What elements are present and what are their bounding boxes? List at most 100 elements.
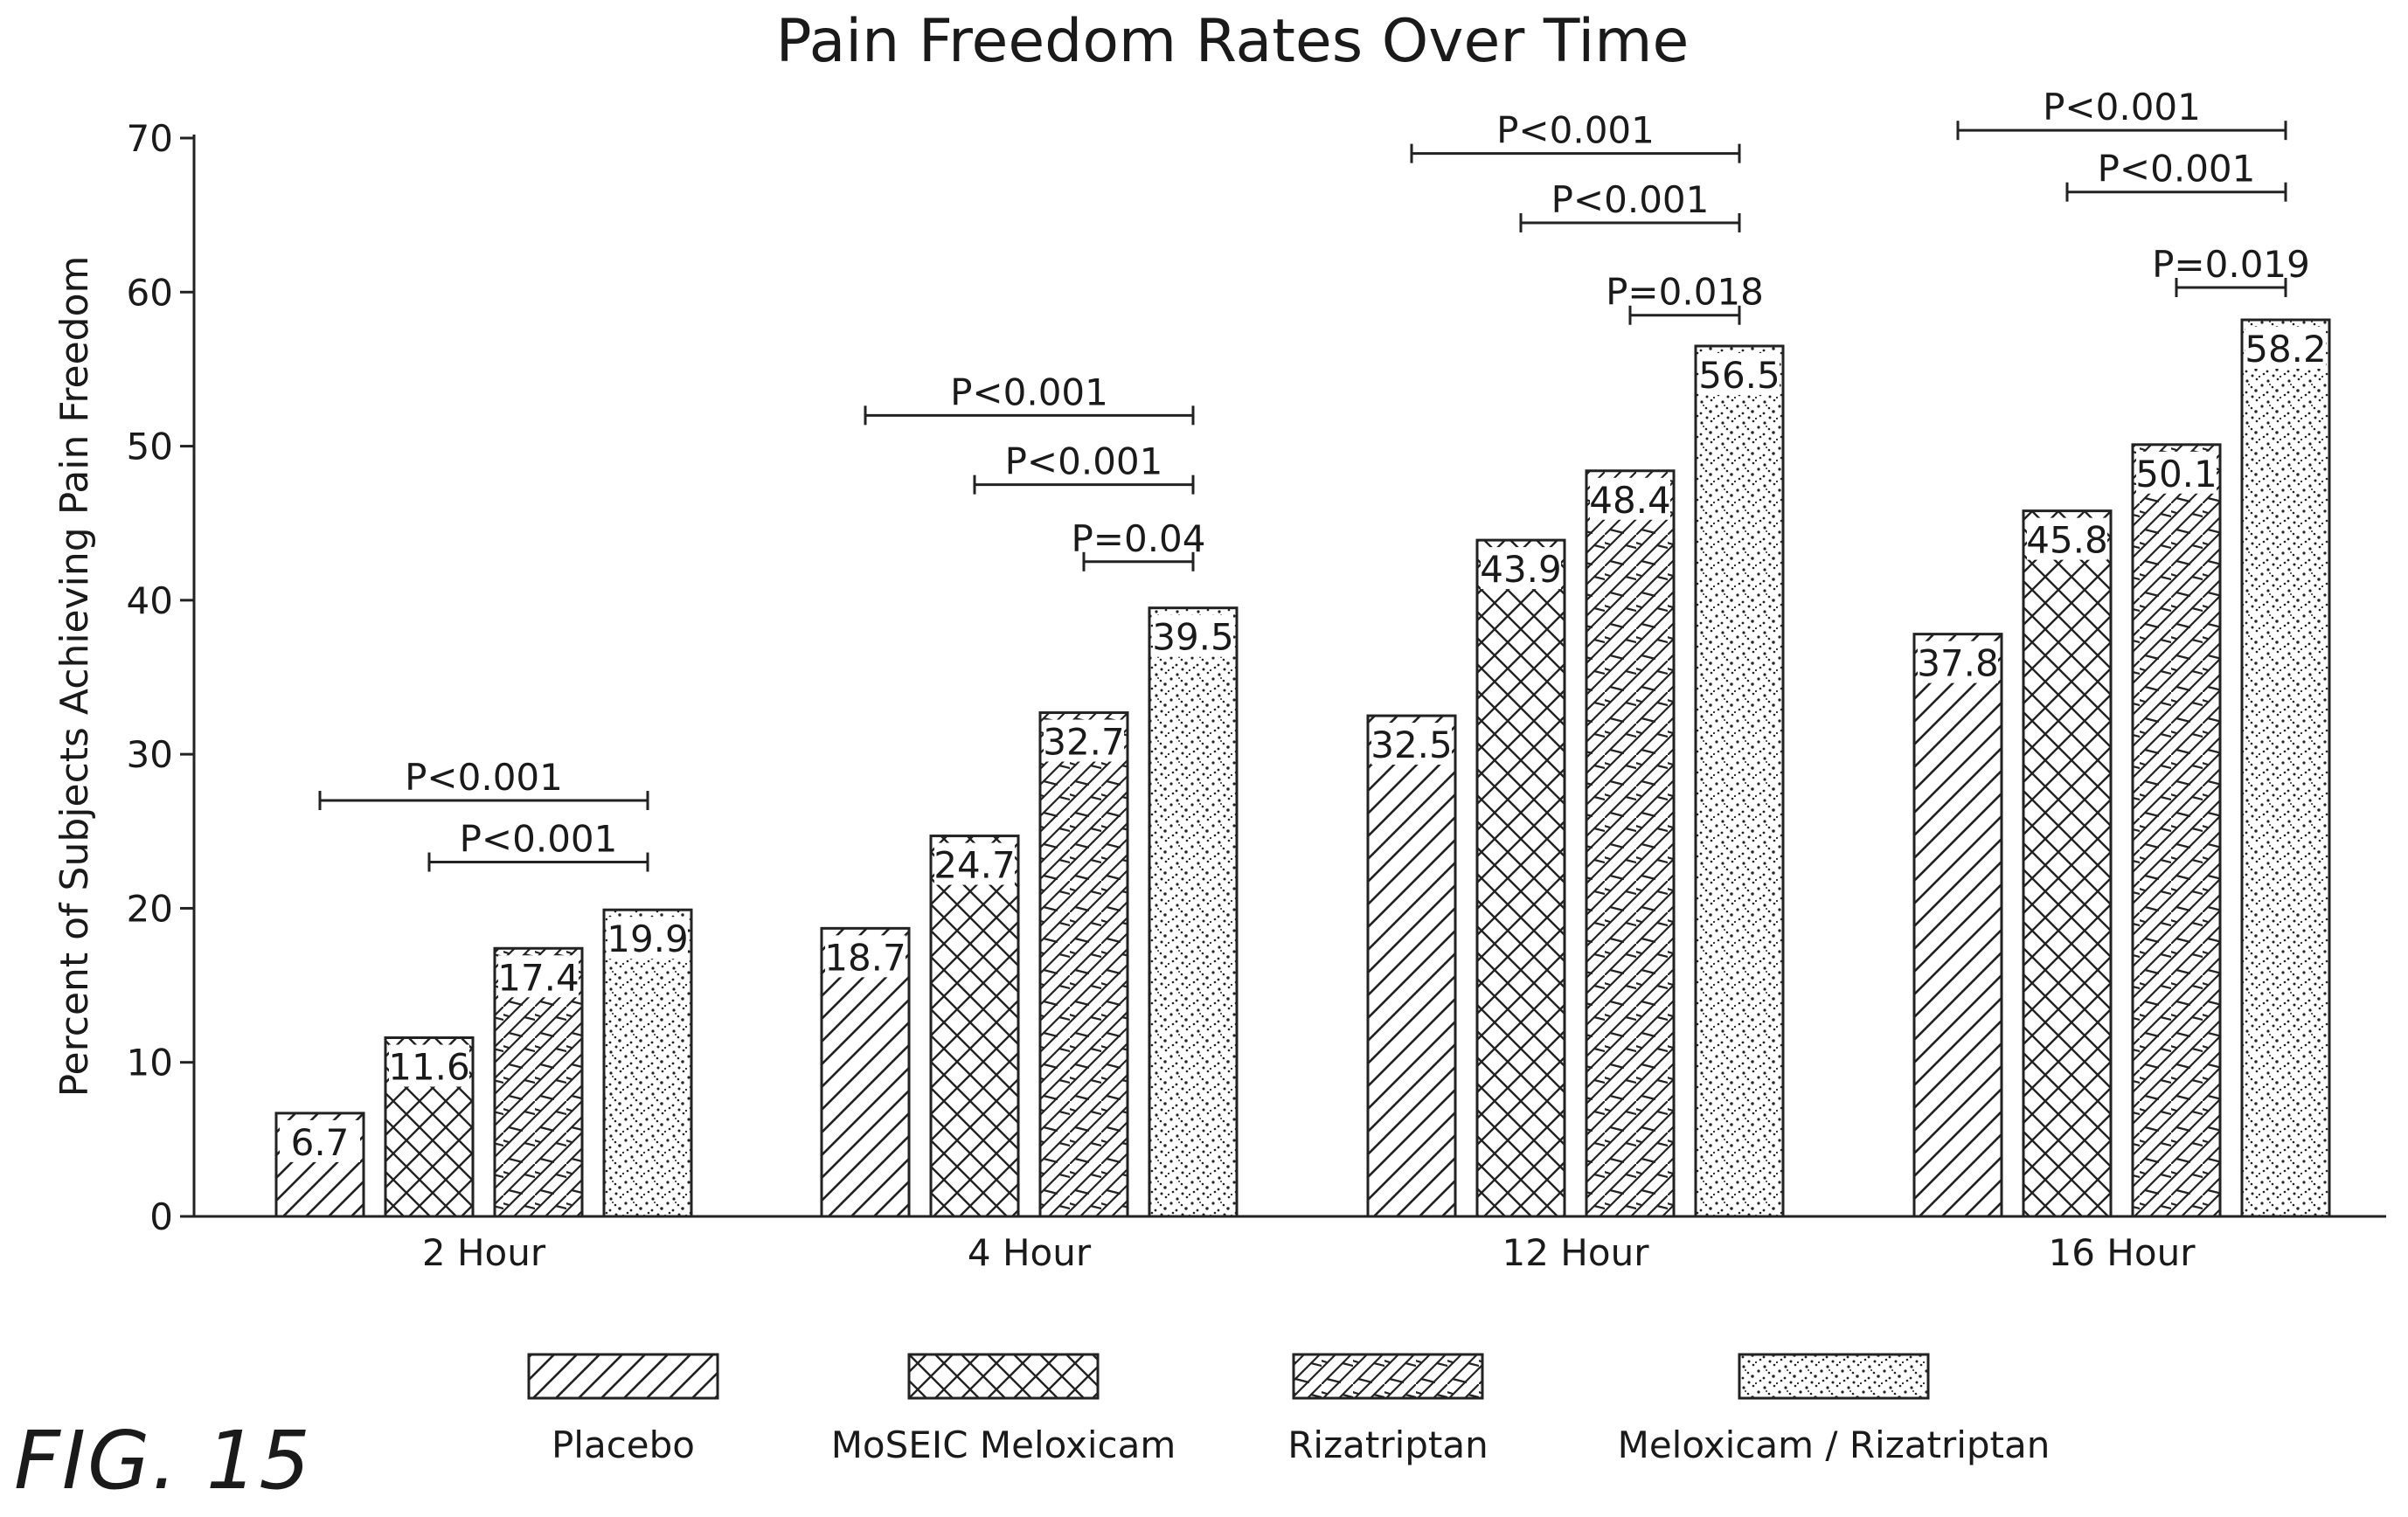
significance-bracket	[318, 791, 649, 811]
data-label-bg	[1918, 641, 1998, 683]
y-tick-label: 10	[127, 1042, 173, 1084]
data-label-bg	[498, 955, 579, 998]
data-label: 19.9	[607, 918, 689, 960]
data-label-bg	[825, 935, 906, 978]
significance-bracket	[1410, 143, 1741, 163]
significance-bracket	[427, 852, 649, 872]
p-value-label: P<0.001	[405, 756, 563, 799]
x-tick-label: 2 Hour	[422, 1231, 546, 1274]
data-label-bg	[2027, 517, 2107, 560]
data-label: 39.5	[1152, 616, 1234, 659]
legend-swatch	[527, 1353, 719, 1400]
legend-item: Placebo	[527, 1353, 719, 1466]
data-label: 58.2	[2245, 328, 2327, 371]
data-label: 6.7	[291, 1121, 350, 1164]
p-value-label: P<0.001	[1496, 109, 1655, 152]
legend-label: Meloxicam / Rizatriptan	[1618, 1423, 2051, 1466]
y-tick-label: 60	[127, 271, 173, 314]
data-label-bg	[1153, 614, 1233, 657]
bar	[1475, 538, 1566, 1218]
data-label: 50.1	[2135, 453, 2217, 495]
p-value-label: P<0.001	[2043, 86, 2201, 128]
y-axis: 0 10 20 30 40 50 60 70	[127, 117, 196, 1238]
significance-bracket	[864, 405, 1195, 426]
p-value-label: P<0.001	[1005, 440, 1163, 483]
data-label-bg	[1371, 723, 1452, 765]
data-label: 32.5	[1371, 724, 1453, 766]
y-tick-label: 50	[127, 426, 173, 468]
bar	[2240, 318, 2331, 1218]
x-axis: 2 Hour 4 Hour 12 Hour 16 Hour	[194, 1215, 2386, 1274]
figure-label: FIG. 15	[14, 1414, 312, 1507]
bar	[1694, 344, 1785, 1218]
legend-label: MoSEIC Meloxicam	[831, 1423, 1176, 1466]
legend: Placebo MoSEIC Meloxicam Rizatriptan Meloxi…	[527, 1353, 2051, 1466]
y-axis-label: Percent of Subjects Achieving Pain Freed…	[52, 256, 97, 1098]
bar	[602, 908, 693, 1218]
legend-item: Meloxicam / Rizatriptan	[1618, 1353, 2051, 1466]
data-label: 24.7	[933, 844, 1016, 887]
legend-swatch	[1292, 1353, 1484, 1400]
bar	[1366, 714, 1457, 1218]
data-label-bg	[934, 842, 1015, 885]
bar	[1912, 633, 2003, 1218]
data-label: 11.6	[388, 1046, 470, 1089]
x-tick-label: 4 Hour	[968, 1231, 1092, 1274]
legend-swatch	[907, 1353, 1100, 1400]
significance-bracket	[1082, 551, 1195, 571]
significance-bracket	[2065, 182, 2287, 202]
data-label-bg	[280, 1119, 360, 1162]
data-label-bg	[389, 1044, 469, 1087]
data-label-bg	[1044, 719, 1124, 762]
y-tick-label: 0	[149, 1195, 173, 1238]
bar	[1148, 606, 1239, 1218]
p-value-label: P<0.001	[460, 818, 618, 861]
bar	[1585, 469, 1676, 1218]
data-label: 37.8	[1917, 642, 1999, 685]
significance-bracket	[1628, 305, 1741, 325]
significance-bracket	[2175, 277, 2287, 297]
p-value-label: P=0.019	[2152, 243, 2310, 286]
bar-label-group: 6.7 18.7 32.5 37.8 11.6 24.7 43.9 45.8 17.4 32.7 4…	[280, 327, 2327, 1164]
data-label: 18.7	[824, 936, 906, 979]
x-tick-label: 16 Hour	[2049, 1231, 2196, 1274]
bar	[2131, 443, 2222, 1218]
data-label-bg	[1481, 547, 1561, 590]
y-tick-label: 30	[127, 733, 173, 776]
bar-group	[274, 318, 2331, 1218]
p-value-label: P=0.018	[1606, 271, 1764, 314]
y-tick-label: 70	[127, 117, 173, 160]
data-label: 56.5	[1698, 354, 1780, 397]
significance-bracket	[973, 474, 1195, 495]
legend-item: MoSEIC Meloxicam	[831, 1353, 1176, 1466]
significance-bracket	[1956, 121, 2287, 141]
p-value-label: P<0.001	[1551, 178, 1710, 221]
bar	[2022, 509, 2113, 1218]
chart-title: Pain Freedom Rates Over Time	[776, 7, 1690, 76]
legend-label: Placebo	[552, 1423, 695, 1466]
x-tick-label: 12 Hour	[1502, 1231, 1650, 1274]
significance-annotations: P<0.001 P<0.001 P<0.001 P<0.001 P=0.04 P<0.00…	[318, 86, 2310, 872]
y-tick-label: 20	[127, 887, 173, 930]
data-label-bg	[607, 917, 688, 959]
data-label: 32.7	[1043, 721, 1125, 764]
p-value-label: P<0.001	[2098, 148, 2256, 190]
significance-bracket	[1519, 212, 1741, 232]
y-tick-label: 40	[127, 579, 173, 622]
legend-swatch	[1738, 1353, 1930, 1400]
p-value-label: P=0.04	[1071, 517, 1205, 560]
data-label-bg	[1590, 477, 1670, 520]
data-label: 48.4	[1589, 479, 1671, 522]
legend-item: Rizatriptan	[1287, 1353, 1489, 1466]
data-label-bg	[2136, 451, 2217, 494]
data-label-bg	[1699, 352, 1780, 395]
data-label-bg	[2245, 327, 2326, 370]
bar	[1038, 711, 1129, 1218]
legend-label: Rizatriptan	[1287, 1423, 1489, 1466]
bar	[929, 835, 1020, 1218]
data-label: 17.4	[497, 956, 579, 999]
p-value-label: P<0.001	[950, 371, 1108, 413]
data-label: 43.9	[1480, 548, 1562, 591]
data-label: 45.8	[2026, 519, 2108, 562]
